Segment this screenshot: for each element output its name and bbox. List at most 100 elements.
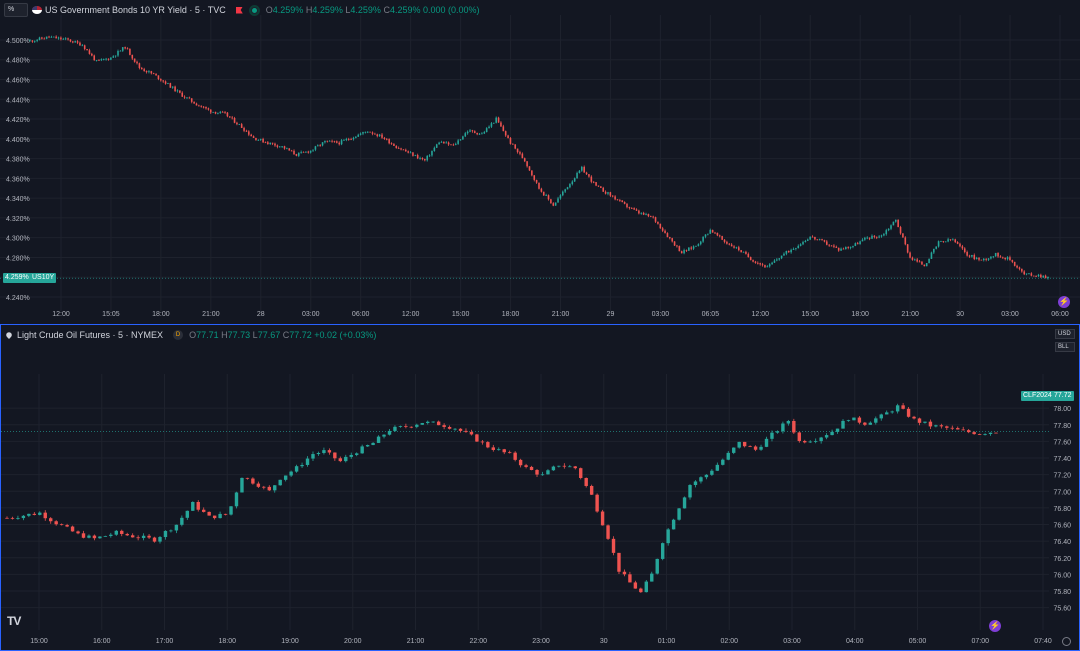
time-tick: 06:00 <box>352 311 370 318</box>
bond-yield-pane[interactable]: 4.500% 4.480% 4.460% 4.440% 4.420% 4.400% 4.38… <box>0 0 1080 320</box>
bond-yield-chart[interactable]: 4.500% 4.480% 4.460% 4.440% 4.420% 4.400% 4.38… <box>0 0 1080 320</box>
candle-body <box>333 452 337 459</box>
candle-body <box>933 248 935 253</box>
candle-body <box>98 536 102 539</box>
candle-body <box>742 441 747 447</box>
candle-body <box>110 57 112 60</box>
candle-body <box>504 131 507 136</box>
candle-body <box>347 139 350 140</box>
candle-body <box>661 228 664 231</box>
oil-drop-icon <box>5 331 13 339</box>
candle-body <box>440 141 443 143</box>
candle-body <box>1023 271 1026 275</box>
time-tick: 03:00 <box>302 311 320 318</box>
candle-body <box>333 141 336 143</box>
candle-body <box>595 494 599 512</box>
candle-body <box>383 137 386 139</box>
candle-body <box>234 492 239 507</box>
crude-oil-ohlc: O77.71 H77.73 L77.67 C77.72 +0.02 (+0.03… <box>189 330 377 340</box>
candle-body <box>152 537 157 542</box>
candle-body <box>240 477 244 493</box>
candle-body <box>895 405 900 412</box>
candle-body <box>294 466 299 472</box>
candle-body <box>666 529 670 544</box>
candle-body <box>493 122 495 124</box>
candle-body <box>276 145 279 147</box>
candle-body <box>464 430 468 432</box>
candle-body <box>507 452 512 454</box>
lightning-icon[interactable]: ⚡ <box>1058 296 1070 308</box>
candle-body <box>119 50 122 52</box>
time-tick: 16:00 <box>93 638 111 645</box>
candle-body <box>10 517 15 519</box>
candle-body <box>861 239 864 242</box>
crude-oil-chart[interactable]: 78.00 77.80 77.60 77.40 77.20 77.00 76.80 76.60… <box>1 325 1079 650</box>
candle-body <box>792 248 795 250</box>
candle-body <box>471 130 474 132</box>
currency-select[interactable]: USD <box>1055 329 1075 339</box>
delayed-badge[interactable]: D <box>173 330 184 340</box>
lightning-icon[interactable]: ⚡ <box>989 620 1001 632</box>
tradingview-logo[interactable]: TV <box>7 614 21 628</box>
candle-body <box>692 246 695 249</box>
candle-body <box>112 56 115 58</box>
candle-body <box>809 236 811 240</box>
candle-body <box>516 148 519 153</box>
candle-body <box>571 181 574 185</box>
candle-body <box>640 212 643 214</box>
candle-body <box>297 152 300 156</box>
candle-body <box>466 131 469 134</box>
candle-body <box>169 530 173 532</box>
candle-body <box>29 40 31 42</box>
candle-body <box>436 421 441 426</box>
candle-body <box>1016 265 1018 268</box>
price-tick: 77.20 <box>1053 473 1071 480</box>
candle-body <box>619 200 621 201</box>
time-tick: 12:00 <box>52 311 70 318</box>
candle-body <box>849 246 852 248</box>
candle-body <box>486 442 490 448</box>
candle-body <box>604 191 607 194</box>
crude-oil-title[interactable]: Light Crude Oil Futures · 5 · NYMEX <box>17 330 164 340</box>
candle-body <box>152 73 155 75</box>
candle-body <box>143 69 145 71</box>
candle-body <box>218 513 222 519</box>
candle-body <box>690 247 693 249</box>
candle-body <box>968 255 971 257</box>
candle-body <box>930 252 933 259</box>
candle-body <box>837 247 840 251</box>
candle-body <box>740 250 742 253</box>
candle-body <box>880 235 883 237</box>
candle-body <box>352 137 355 140</box>
price-tick: 75.60 <box>1053 606 1071 613</box>
candle-body <box>362 132 364 134</box>
candle-body <box>873 235 876 237</box>
price-tick: 77.80 <box>1053 423 1071 430</box>
settings-gear-icon[interactable] <box>1062 637 1071 646</box>
candle-body <box>752 260 754 262</box>
candle-body <box>160 79 162 81</box>
bond-yield-title[interactable]: US Government Bonds 10 YR Yield · 5 · TV… <box>45 5 226 15</box>
candle-body <box>209 109 212 113</box>
symbol-search-input[interactable]: % <box>4 3 28 17</box>
candle-body <box>749 257 752 261</box>
candle-body <box>336 141 338 143</box>
flag-marker-icon[interactable] <box>235 6 243 14</box>
time-tick: 03:00 <box>652 311 670 318</box>
candle-body <box>186 97 188 99</box>
candle-body <box>262 138 264 143</box>
candle-body <box>1042 275 1045 278</box>
candle-body <box>255 137 257 141</box>
low-value: 4.259% <box>350 5 381 15</box>
candle-body <box>804 240 807 243</box>
candle-body <box>923 421 927 423</box>
candle-body <box>443 141 445 144</box>
candle-body <box>669 237 671 239</box>
candle-body <box>74 41 76 43</box>
candle-body <box>67 38 69 40</box>
candle-body <box>256 483 261 487</box>
crude-oil-pane[interactable]: 78.00 77.80 77.60 77.40 77.20 77.00 76.80 76.60… <box>0 324 1080 651</box>
candle-body <box>190 98 193 102</box>
unit-select[interactable]: BLL <box>1055 342 1075 352</box>
candle-body <box>164 81 167 84</box>
